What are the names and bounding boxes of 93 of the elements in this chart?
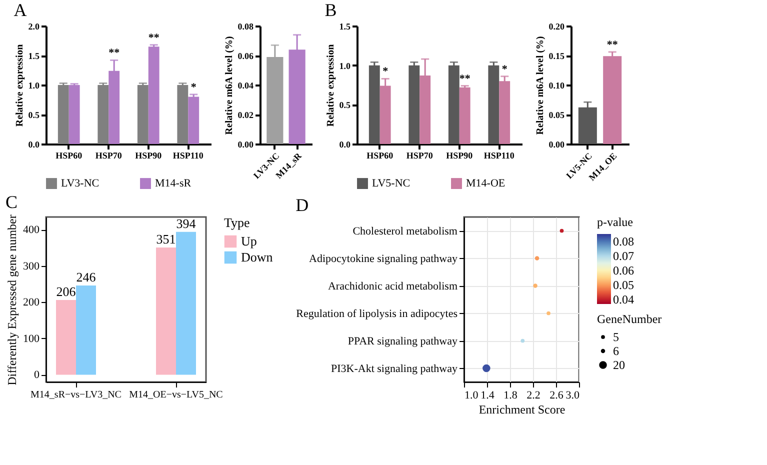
y-axis-title: Relative m6A level (%) xyxy=(534,36,546,135)
y-tick-label: 1.5 xyxy=(339,22,351,32)
y-tick-label: 1.0 xyxy=(28,80,40,90)
legend-label: M14-sR xyxy=(155,178,192,190)
y-axis-title: Differently Expressed gene number xyxy=(5,214,19,386)
color-bar-label: 0.04 xyxy=(613,292,634,307)
y-tick-label: 0.15 xyxy=(548,51,565,61)
legend-title: Type xyxy=(224,215,250,230)
y-tick-label: 400 xyxy=(23,224,40,236)
y-tick-label: 0.0 xyxy=(28,140,40,150)
x-tick-label: 2.2 xyxy=(526,390,540,402)
legend-title: GeneNumber xyxy=(597,312,662,326)
annotation: ** xyxy=(606,38,618,51)
data-label: 246 xyxy=(76,270,96,285)
color-bar-label: 0.08 xyxy=(613,234,634,248)
x-tick-label: 1.8 xyxy=(504,390,518,402)
legend-label: M14-OE xyxy=(466,178,506,190)
bar xyxy=(488,65,500,144)
data-label: 206 xyxy=(56,284,76,300)
y-tick-label: PPAR signaling pathway xyxy=(348,335,458,348)
x-tick-label: HSP70 xyxy=(95,150,122,160)
x-tick-label: HSP60 xyxy=(366,150,394,160)
color-bar-label: 0.05 xyxy=(613,278,634,292)
x-tick-label: HSP90 xyxy=(135,150,162,160)
y-tick-label: 0.04 xyxy=(238,80,254,90)
y-axis-title: Relative m6A level (%) xyxy=(224,36,235,135)
bar xyxy=(56,300,76,375)
y-tick-label: 2.0 xyxy=(28,22,40,32)
bar xyxy=(156,247,176,375)
y-axis-title: Relative expression xyxy=(325,44,336,127)
chart-title: C xyxy=(6,192,18,212)
annotation: * xyxy=(502,63,508,76)
y-tick-label: 100 xyxy=(23,332,40,345)
y-tick-label: 0.05 xyxy=(548,110,565,120)
x-tick-label: 1.4 xyxy=(480,390,495,402)
chart-title: B xyxy=(324,0,337,20)
bar xyxy=(76,286,96,375)
chart-title: A xyxy=(14,0,27,20)
legend-label: LV5-NC xyxy=(372,178,410,190)
y-tick-label: 0.20 xyxy=(548,22,565,32)
x-tick-label: HSP110 xyxy=(172,150,204,160)
annotation: ** xyxy=(459,72,471,85)
x-tick-label: M14_OE−vs−LV5_NC xyxy=(129,390,224,400)
y-tick-label: 0.5 xyxy=(339,100,351,110)
y-tick-label: Adipocytokine signaling pathway xyxy=(309,252,458,265)
data-label: 394 xyxy=(176,216,196,231)
annotation: ** xyxy=(108,47,120,60)
legend-label: Up xyxy=(241,234,257,248)
y-tick-label: 0.0 xyxy=(339,140,351,150)
y-tick-label: Regulation of lipolysis in adipocytes xyxy=(296,308,458,320)
y-tick-label: Arachidonic acid metabolism xyxy=(328,280,458,292)
legend-label: 5 xyxy=(613,330,619,344)
y-tick-label: PI3K-Akt signaling pathway xyxy=(331,362,458,375)
x-tick-label: HSP90 xyxy=(446,150,474,160)
legend-label: LV3-NC xyxy=(61,178,100,190)
text: D xyxy=(296,195,309,215)
color-bar-title: p-value xyxy=(597,215,633,229)
legend-label: 6 xyxy=(613,344,619,358)
y-tick-label: 0.00 xyxy=(548,140,565,150)
x-tick-label: HSP70 xyxy=(406,150,434,160)
y-tick-label: 300 xyxy=(23,260,40,272)
annotation: * xyxy=(190,81,197,94)
bar xyxy=(368,65,380,144)
y-axis-title: Relative expression xyxy=(14,44,26,127)
y-tick-label: Cholesterol metabolism xyxy=(352,225,458,238)
x-axis-title: Enrichment Score xyxy=(478,402,566,416)
x-tick-label: M14_sR−vs−LV3_NC xyxy=(30,390,122,400)
y-tick-label: 0.10 xyxy=(548,80,565,90)
y-tick-label: 0.5 xyxy=(28,110,40,120)
y-tick-label: 0 xyxy=(34,369,40,382)
y-tick-label: 200 xyxy=(23,296,40,309)
bar xyxy=(448,65,460,144)
color-bar-label: 0.06 xyxy=(613,263,634,278)
y-tick-label: 0.06 xyxy=(238,51,254,61)
bar xyxy=(408,65,420,144)
x-tick-label: HSP60 xyxy=(56,150,83,160)
y-tick-label: 0.00 xyxy=(238,140,254,150)
annotation: ** xyxy=(148,32,160,44)
legend-label: 20 xyxy=(613,358,625,372)
x-tick-label: 3.0 xyxy=(566,390,580,402)
x-tick-label: 1.0 xyxy=(464,390,479,402)
bar xyxy=(176,232,196,375)
y-tick-label: 1.0 xyxy=(339,60,351,71)
legend-label: Down xyxy=(241,250,274,264)
annotation: * xyxy=(382,66,389,78)
bar xyxy=(499,81,510,144)
x-tick-label: 2.6 xyxy=(550,390,564,402)
data-label: 351 xyxy=(156,231,176,246)
x-tick-label: HSP110 xyxy=(484,150,515,160)
y-tick-label: 0.08 xyxy=(238,22,254,32)
color-bar-label: 0.07 xyxy=(613,248,634,263)
y-tick-label: 0.02 xyxy=(238,110,254,120)
y-tick-label: 1.5 xyxy=(28,51,40,61)
